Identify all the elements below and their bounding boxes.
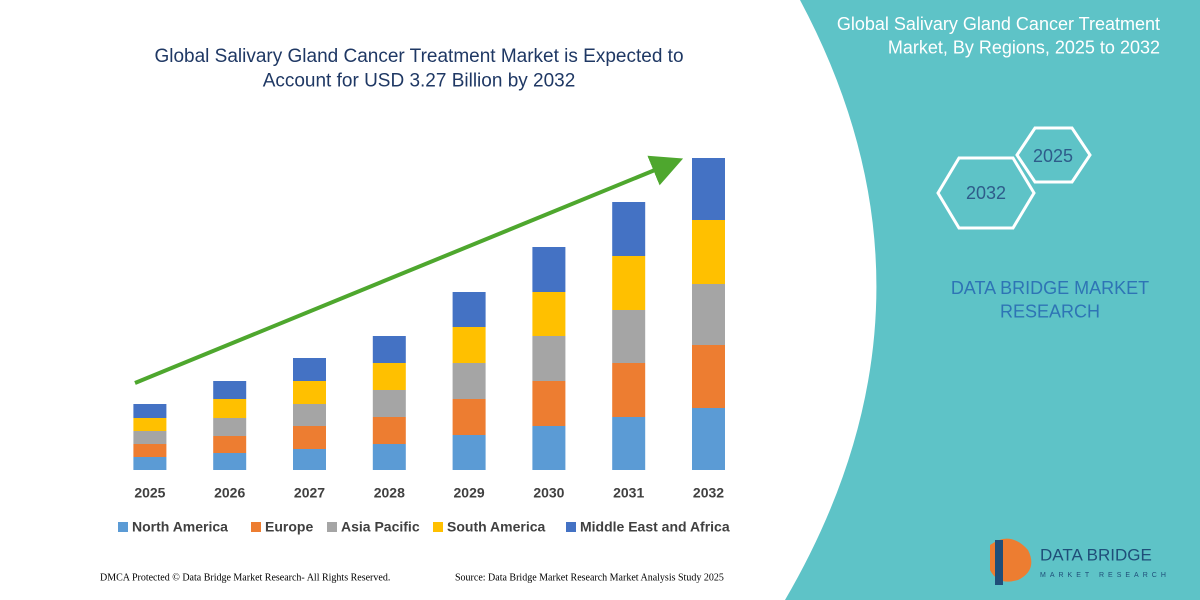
- bar-segment: [133, 431, 167, 444]
- bar-segment: [452, 327, 486, 363]
- bar-segment: [452, 292, 486, 327]
- bar-segment: [612, 256, 646, 310]
- x-tick-label: 2030: [533, 485, 564, 501]
- bar-segment: [532, 292, 566, 336]
- x-tick-label: 2028: [374, 485, 405, 501]
- bar-segment: [133, 404, 167, 418]
- panel-title: Global Salivary Gland Cancer Treatment Ma…: [837, 14, 1160, 57]
- bar-segment: [532, 381, 566, 426]
- footer-source: Source: Data Bridge Market Research Mark…: [455, 572, 724, 583]
- bar-segment: [213, 436, 247, 453]
- hexagon-label: 2025: [1033, 146, 1073, 166]
- logo-tagline: MARKET RESEARCH: [1040, 572, 1170, 579]
- logo-name: DATA BRIDGE: [1040, 545, 1152, 564]
- bar-segment: [293, 358, 326, 381]
- legend-swatch: [327, 522, 337, 532]
- bar-segment: [692, 220, 725, 284]
- footer-notice: DMCA Protected © Data Bridge Market Rese…: [100, 572, 390, 583]
- hexagon-label: 2032: [966, 183, 1006, 203]
- x-tick-label: 2026: [214, 485, 245, 501]
- bar-segment: [692, 408, 725, 470]
- x-tick-label: 2031: [613, 485, 644, 501]
- bar-segment: [452, 363, 486, 399]
- legend-label: North America: [132, 519, 228, 535]
- bar-segment: [532, 247, 566, 292]
- bar-segment: [372, 363, 406, 390]
- bar-segment: [133, 418, 167, 431]
- hexagon: [936, 156, 1036, 230]
- bar-segment: [133, 444, 167, 457]
- bar-segment: [293, 426, 326, 449]
- bar-segment: [612, 417, 646, 470]
- chart-title: Global Salivary Gland Cancer Treatment M…: [154, 46, 683, 92]
- bar-segment: [532, 426, 566, 470]
- bar-segment: [372, 444, 406, 470]
- legend-label: South America: [447, 519, 545, 535]
- legend-label: Asia Pacific: [341, 519, 420, 535]
- bar-segment: [452, 435, 486, 470]
- x-tick-label: 2027: [294, 485, 325, 501]
- bar-segment: [612, 310, 646, 363]
- bar-segment: [293, 449, 326, 470]
- bar-segment: [692, 158, 725, 220]
- bar-segment: [372, 390, 406, 417]
- trend-arrow: [134, 155, 684, 385]
- logo-icon: [995, 540, 1003, 585]
- legend-swatch: [251, 522, 261, 532]
- bar-segment: [452, 399, 486, 435]
- legend-swatch: [118, 522, 128, 532]
- bar-segment: [612, 202, 646, 256]
- x-tick-label: 2025: [134, 485, 165, 501]
- legend-swatch: [566, 522, 576, 532]
- bar-segment: [692, 345, 725, 408]
- x-tick-label: 2029: [454, 485, 485, 501]
- legend-label: Europe: [265, 519, 313, 535]
- bar-segment: [213, 418, 247, 436]
- bar-segment: [532, 336, 566, 381]
- bar-segment: [612, 363, 646, 417]
- legend-label: Middle East and Africa: [580, 519, 730, 535]
- brand-text: DATA BRIDGE MARKET RESEARCH: [951, 278, 1149, 321]
- bar-segment: [372, 336, 406, 363]
- bar-segment: [692, 284, 725, 345]
- x-tick-label: 2032: [693, 485, 724, 501]
- bar-segment: [213, 399, 247, 418]
- bar-segment: [293, 381, 326, 404]
- bar-segment: [213, 381, 247, 399]
- legend-swatch: [433, 522, 443, 532]
- bar-segment: [293, 404, 326, 426]
- bar-segment: [372, 417, 406, 444]
- chart: 2025 2026 2027 2028 2029 2030 2031 2032 North Am…: [118, 155, 730, 535]
- side-panel: [785, 0, 1200, 600]
- hexagon: [1015, 126, 1092, 184]
- bar-segment: [133, 457, 167, 470]
- bar-segment: [213, 453, 247, 470]
